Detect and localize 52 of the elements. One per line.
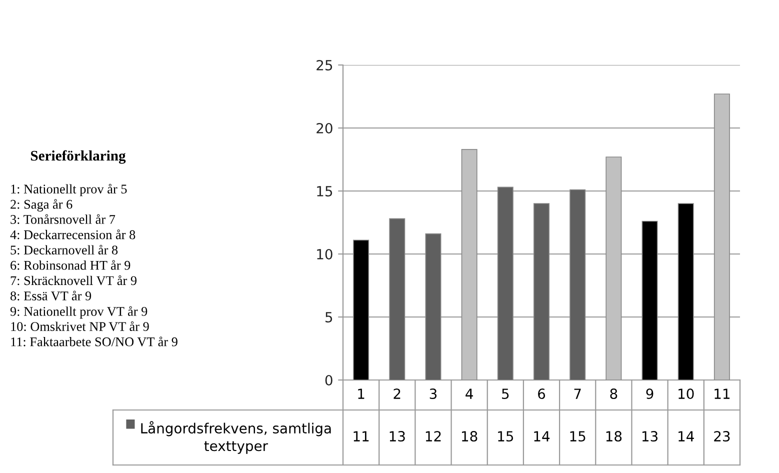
text: 4: Deckarrecension år 8	[10, 230, 136, 240]
y-tick-label: 20	[316, 122, 332, 134]
data-label: 15	[570, 431, 586, 442]
data-label: 14	[534, 431, 550, 442]
text: 9: Nationellt prov VT år 9	[10, 306, 148, 319]
text: 5: Deckarnovell år 8	[10, 244, 118, 255]
x-tick-label: 10	[678, 388, 694, 400]
y-tick-label: 25	[316, 60, 332, 70]
x-tick-label: 5	[502, 388, 509, 400]
legend-label: Långordsfrekvens, samtliga texttyper	[141, 421, 331, 454]
data-label: 23	[714, 431, 730, 442]
data-label: 13	[390, 431, 405, 442]
x-tick-label: 9	[646, 388, 654, 400]
x-tick-label: 7	[574, 388, 581, 399]
data-label: 13	[642, 431, 658, 442]
bar	[461, 149, 478, 380]
bar	[497, 186, 514, 380]
data-label: 15	[498, 431, 514, 442]
text: Serieförklaring	[30, 150, 126, 164]
x-tick-label: 3	[430, 388, 437, 400]
x-tick-label: 2	[394, 388, 400, 399]
y-tick-label: 10	[317, 248, 332, 260]
bar	[425, 233, 442, 380]
y-tick-label: 5	[326, 312, 332, 322]
data-label: 11	[354, 431, 369, 442]
text: 3: Tonårsnovell år 7	[10, 214, 116, 224]
x-tick-label: 1	[358, 388, 364, 399]
text: 1: Nationellt prov år 5	[11, 184, 127, 196]
x-tick-label: 11	[714, 388, 730, 399]
data-label: 18	[462, 431, 478, 442]
text: 6: Robinsonad HT år 9	[10, 260, 130, 270]
data-label: 12	[426, 431, 441, 442]
text: 11: Faktaarbete SO/NO VT år 9	[11, 336, 178, 346]
y-tick-label: 0	[325, 374, 332, 386]
y-tick-label: 15	[317, 186, 332, 196]
data-label: 14	[678, 431, 694, 442]
x-tick-label: 8	[610, 388, 618, 400]
text: 8: Essä VT år 9	[10, 290, 92, 300]
bar	[678, 203, 694, 380]
text: 7: Skräcknovell VT år 9	[10, 275, 137, 286]
bar	[534, 203, 550, 380]
bar	[570, 189, 586, 380]
bar	[389, 218, 406, 380]
bar	[353, 240, 370, 380]
data-label: 18	[606, 431, 622, 442]
bar	[642, 220, 658, 380]
x-tick-label: 6	[538, 388, 546, 400]
text: 10: Omskrivet NP VT år 9	[11, 321, 149, 332]
text: 2: Saga år 6	[10, 199, 72, 212]
bar	[714, 94, 730, 380]
x-tick-label: 4	[466, 388, 473, 399]
bar	[606, 156, 622, 380]
